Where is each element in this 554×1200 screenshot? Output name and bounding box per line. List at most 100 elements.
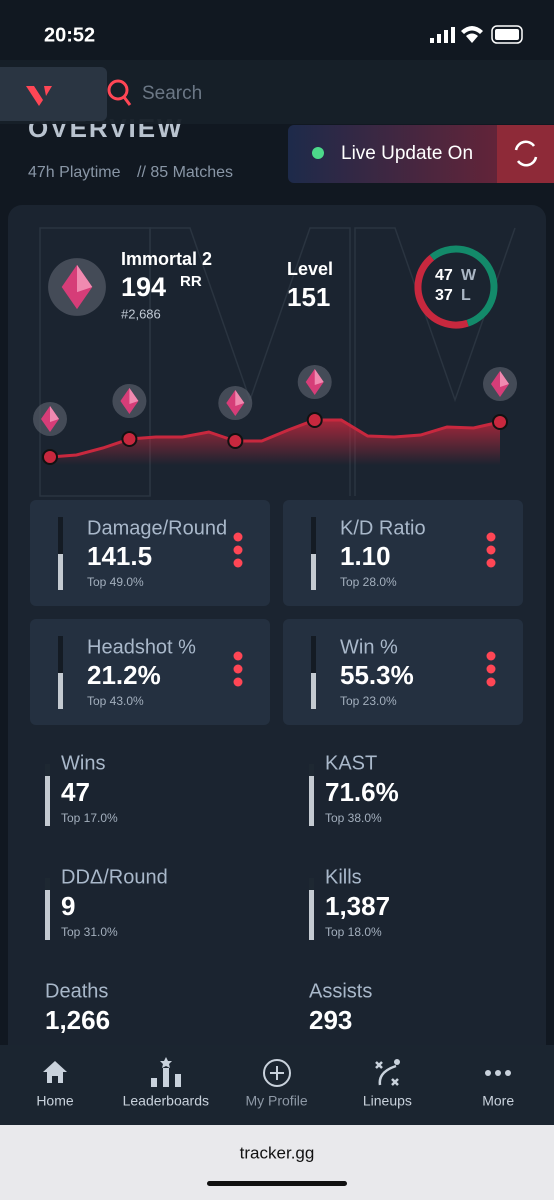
bar-fill (311, 554, 316, 590)
rank-badge (218, 386, 253, 420)
refresh-button[interactable] (497, 125, 554, 183)
rr-point (306, 412, 323, 428)
stat-label: Wins (61, 752, 105, 774)
live-label: Live Update On (341, 143, 473, 164)
rr-unit: RR (180, 273, 202, 290)
stat-label: KAST (325, 752, 377, 774)
rank-name: Immortal 2 (121, 249, 212, 269)
stat-value: 21.2% (87, 660, 161, 690)
stat-label: DDΔ/Round (61, 866, 168, 888)
losses-count: 37 (435, 287, 453, 304)
losses-label: L (461, 287, 471, 304)
wins-label: W (461, 267, 477, 284)
stat-value: 1,387 (325, 891, 390, 921)
live-dot (312, 147, 324, 159)
menu-dot (233, 677, 243, 687)
stat-value: 293 (309, 1005, 352, 1035)
rank-badge (483, 367, 517, 401)
stat-value: 1,266 (45, 1005, 110, 1035)
stat-value: 141.5 (87, 541, 152, 571)
stat-percentile: Top 18.0% (325, 925, 382, 939)
stat-value: 47 (61, 777, 90, 807)
bar-fill (311, 673, 316, 709)
stat-label: Deaths (45, 980, 108, 1002)
menu-dot (486, 651, 496, 661)
nav-icons (43, 1057, 511, 1087)
stat-label: Win % (340, 636, 398, 658)
menu-dot (486, 558, 496, 568)
stat-card (30, 619, 270, 725)
menu-dot (233, 545, 243, 555)
bar-fill (45, 890, 50, 940)
loss-arc (414, 254, 469, 329)
bar-fill (45, 776, 50, 826)
stat-value: 9 (61, 891, 75, 921)
menu-dot (486, 545, 496, 555)
menu-dot (233, 664, 243, 674)
stat-value: 55.3% (340, 660, 414, 690)
search-input[interactable]: Search (142, 83, 202, 104)
stat-card (30, 500, 270, 606)
win-arc (429, 245, 498, 327)
bar-fill (58, 673, 63, 709)
rank-watermark (39, 227, 516, 497)
stat-percentile: Top 38.0% (325, 811, 382, 825)
menu-dot (486, 532, 496, 542)
clock: 20:52 (44, 24, 95, 46)
rr-chart (33, 365, 517, 465)
rank-rr: 194 (121, 272, 166, 302)
search-icon (107, 79, 129, 101)
bar-fill (58, 554, 63, 590)
rr-point (42, 449, 58, 465)
stat-label: K/D Ratio (340, 517, 426, 539)
status-icons (430, 25, 523, 44)
nav-item[interactable]: Leaderboards (123, 1093, 209, 1109)
bar-fill (309, 890, 314, 940)
nav-item[interactable]: Lineups (363, 1093, 412, 1109)
rank-badge (33, 402, 67, 436)
bar-track (311, 517, 316, 590)
stat-percentile: Top 23.0% (340, 694, 397, 708)
nav-item[interactable]: More (482, 1093, 514, 1109)
home-indicator (207, 1181, 347, 1186)
rank-badge (297, 365, 332, 399)
stat-value: 1.10 (340, 541, 391, 571)
refresh-icon (514, 140, 538, 167)
live-update[interactable] (288, 125, 554, 183)
rr-point (121, 431, 138, 447)
bar-track (58, 517, 63, 590)
rr-area (50, 420, 500, 465)
stat-percentile: Top 17.0% (61, 811, 118, 825)
level-value: 151 (287, 282, 330, 312)
nav-item[interactable]: Home (36, 1093, 74, 1109)
stat-label: Headshot % (87, 636, 196, 658)
menu-dot (233, 651, 243, 661)
stat-label: Damage/Round (87, 517, 227, 539)
stat-card (283, 500, 523, 606)
stat-card (283, 619, 523, 725)
logo-button[interactable] (0, 67, 107, 121)
rank-badge (112, 384, 147, 418)
rr-point (227, 433, 244, 449)
level-label: Level (287, 259, 333, 279)
url[interactable]: tracker.gg (240, 1143, 315, 1162)
search-icon (122, 96, 132, 106)
nav-item[interactable]: My Profile (245, 1093, 307, 1109)
menu-dot (233, 558, 243, 568)
stat-percentile: Top 31.0% (61, 925, 118, 939)
matches: // 85 Matches (137, 164, 233, 181)
rr-point (492, 414, 508, 430)
stat-percentile: Top 49.0% (87, 575, 144, 589)
bar-fill (309, 776, 314, 826)
stat-percentile: Top 43.0% (87, 694, 144, 708)
stat-percentile: Top 28.0% (340, 575, 397, 589)
leaderboard-position: #2,686 (121, 306, 161, 321)
playtime: 47h Playtime (28, 164, 121, 181)
browser-bar (0, 1125, 554, 1200)
wins-count: 47 (435, 267, 453, 284)
stat-label: Assists (309, 980, 372, 1002)
bar-track (311, 636, 316, 709)
